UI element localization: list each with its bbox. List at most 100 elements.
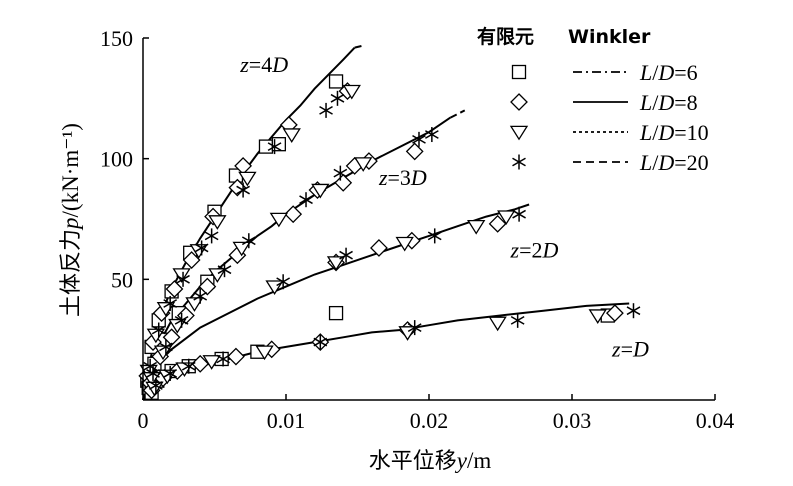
fem-point-asterisk — [146, 365, 160, 381]
fem-point-diamond — [227, 347, 245, 366]
winkler-curve — [142, 302, 630, 401]
depth-label: z=D — [611, 337, 649, 362]
fem-point-triangle-down — [497, 210, 516, 226]
fem-point-square — [328, 74, 344, 89]
fem-point-asterisk — [181, 358, 196, 374]
fem-point-diamond — [182, 251, 201, 269]
fem-point-asterisk — [216, 351, 230, 367]
fem-point-triangle-down — [588, 309, 607, 324]
fem-point-triangle-down — [488, 316, 507, 332]
fem-point-triangle-down — [202, 355, 221, 370]
fem-point-asterisk — [151, 322, 166, 338]
fem-point-triangle-down — [208, 215, 227, 230]
fem-point-square — [258, 139, 274, 154]
fem-point-asterisk — [163, 365, 178, 381]
fem-point-triangle-down — [232, 241, 251, 257]
fem-point-asterisk — [313, 334, 328, 350]
fem-point-asterisk — [424, 127, 439, 143]
fem-point-asterisk — [236, 182, 250, 198]
fem-point-triangle-down — [354, 157, 373, 172]
x-axis-label: 水平位移y/m — [369, 448, 492, 474]
fem-point-asterisk — [163, 295, 178, 311]
legend-marker-triangle-down — [509, 125, 529, 141]
fem-point-asterisk — [407, 320, 422, 336]
fem-point-asterisk — [217, 262, 232, 278]
fem-point-asterisk — [512, 206, 526, 222]
fem-point-diamond — [334, 173, 353, 192]
fem-point-asterisk — [319, 102, 333, 118]
fem-point-asterisk — [194, 240, 209, 256]
fem-point-diamond — [370, 239, 388, 257]
fem-point-asterisk — [299, 192, 313, 208]
x-tick-label: 0.03 — [553, 408, 592, 433]
legend-header-winkler: Winkler — [568, 26, 651, 48]
fem-point-diamond — [284, 205, 303, 224]
fem-point-triangle-down — [467, 219, 486, 235]
fem-point-asterisk — [626, 303, 641, 319]
y-tick-label: 150 — [100, 26, 133, 51]
fem-point-square — [328, 305, 344, 321]
fem-point-triangle-down — [255, 345, 274, 361]
x-tick-label: 0.04 — [696, 408, 735, 433]
fem-point-triangle-down — [282, 128, 301, 143]
fem-point-asterisk — [333, 165, 348, 181]
fem-point-asterisk — [204, 228, 219, 244]
y-tick-label: 50 — [111, 267, 133, 292]
x-tick-label: 0.01 — [267, 408, 306, 433]
y-tick-label: 100 — [100, 147, 133, 172]
fem-point-triangle-down — [153, 345, 173, 361]
fem-point-diamond — [162, 328, 181, 347]
fem-point-asterisk — [330, 90, 345, 106]
legend-header-fem: 有限元 — [477, 25, 534, 48]
y-ticks: 50 100 150 — [100, 26, 149, 292]
fem-point-triangle-down — [342, 84, 361, 100]
x-tick-label: 0.02 — [410, 408, 449, 433]
legend-marker-asterisk — [512, 154, 526, 170]
winkler-curve-dashed — [354, 44, 365, 49]
fem-point-diamond — [405, 142, 424, 161]
fem-point-diamond — [605, 304, 624, 323]
fem-point-triangle-down — [238, 171, 257, 187]
fem-point-triangle-down — [185, 297, 204, 312]
legend-label: L/D=8 — [639, 90, 698, 115]
fem-point-asterisk — [510, 312, 525, 328]
legend-label: L/D=10 — [639, 120, 709, 145]
legend-label: L/D=20 — [639, 150, 709, 175]
x-ticks: 0 0.01 0.02 0.03 0.04 — [138, 394, 735, 433]
fem-point-triangle-down — [269, 212, 289, 228]
fem-point-asterisk — [241, 233, 256, 249]
depth-label: z=4D — [239, 52, 288, 77]
fem-point-asterisk — [412, 131, 426, 147]
fem-point-asterisk — [159, 339, 173, 355]
fem-point-diamond — [488, 214, 507, 233]
fem-point-asterisk — [267, 139, 282, 155]
legend-marker-diamond — [510, 93, 528, 111]
fem-point-asterisk — [193, 288, 208, 304]
fem-point-asterisk — [427, 228, 442, 244]
legend: 有限元 Winkler L/D=6 L/D=8 L/D=10 L/D=20 — [477, 25, 709, 175]
plot-area — [138, 44, 641, 401]
y-axis-label: 土体反力p/(kN·m⁻¹) — [58, 123, 84, 317]
depth-labels: z=4D z=3D z=2D z=D — [239, 52, 649, 362]
fem-point-triangle-down — [172, 268, 191, 283]
fem-point-diamond — [165, 280, 184, 298]
fem-point-triangle-down — [395, 236, 414, 252]
fem-point-asterisk — [176, 271, 190, 287]
fem-point-triangle-down — [146, 328, 166, 344]
depth-label: z=2D — [510, 238, 559, 263]
depth-label: z=3D — [378, 165, 427, 190]
fem-point-triangle-down — [311, 183, 330, 199]
fem-point-asterisk — [339, 247, 353, 263]
fem-point-asterisk — [148, 378, 163, 394]
fem-point-diamond — [198, 277, 217, 296]
x-tick-label: 0 — [138, 408, 149, 433]
legend-marker-square — [511, 64, 527, 80]
legend-label: L/D=6 — [639, 60, 698, 85]
fem-point-asterisk — [174, 312, 189, 328]
fem-point-diamond — [191, 354, 210, 373]
fem-point-triangle-down — [326, 256, 346, 271]
winkler-curve-dashed — [449, 109, 466, 119]
fem-markers — [138, 74, 641, 400]
fem-point-asterisk — [276, 274, 291, 290]
